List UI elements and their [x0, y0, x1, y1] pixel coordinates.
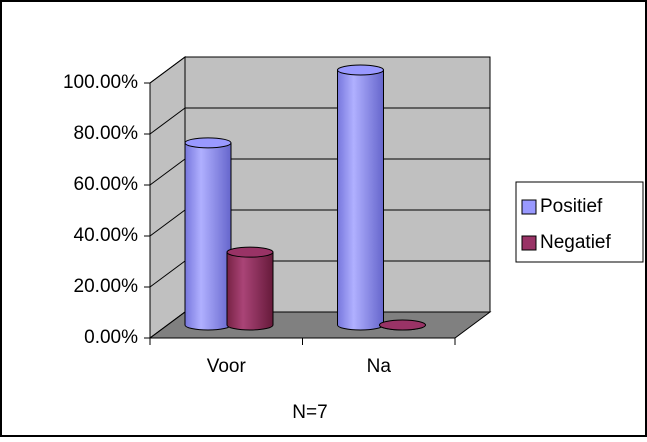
x-tick-label: Na: [367, 356, 392, 377]
bar: [337, 64, 384, 331]
y-tick-label: 40.00%: [74, 225, 139, 246]
y-tick-label: 60.00%: [74, 174, 139, 195]
bar-top: [184, 137, 232, 149]
legend-swatch: [521, 235, 537, 251]
grid-line-side: [149, 56, 186, 84]
bar: [184, 137, 232, 331]
bar-top: [226, 246, 274, 258]
bar-body: [184, 142, 232, 331]
legend-label: Positief: [540, 196, 603, 217]
y-tick-label: 20.00%: [74, 276, 139, 297]
grid-line-side: [149, 107, 186, 135]
legend-entries: Positief Negatief: [521, 196, 611, 253]
bar-body: [337, 69, 384, 331]
grid-line-side: [149, 311, 186, 339]
bars: [184, 64, 427, 331]
y-tick-label: 100.00%: [63, 72, 138, 93]
x-axis-title: N=7: [292, 402, 327, 423]
grid-line-side: [149, 158, 186, 186]
legend-swatch: [521, 199, 537, 215]
bar-top: [337, 64, 384, 76]
y-tick-label: 80.00%: [74, 123, 139, 144]
y-tick-label: 0.00%: [84, 327, 138, 348]
bar: [226, 246, 274, 331]
bar: [378, 319, 427, 331]
legend: [515, 181, 644, 263]
legend-label: Negatief: [540, 232, 611, 253]
x-tick-label: Voor: [207, 356, 247, 377]
bar-top: [379, 319, 426, 331]
grid-line-side: [149, 260, 186, 288]
grid-line-side: [149, 209, 186, 237]
bar-body: [226, 251, 274, 331]
side-wall: [149, 56, 186, 339]
